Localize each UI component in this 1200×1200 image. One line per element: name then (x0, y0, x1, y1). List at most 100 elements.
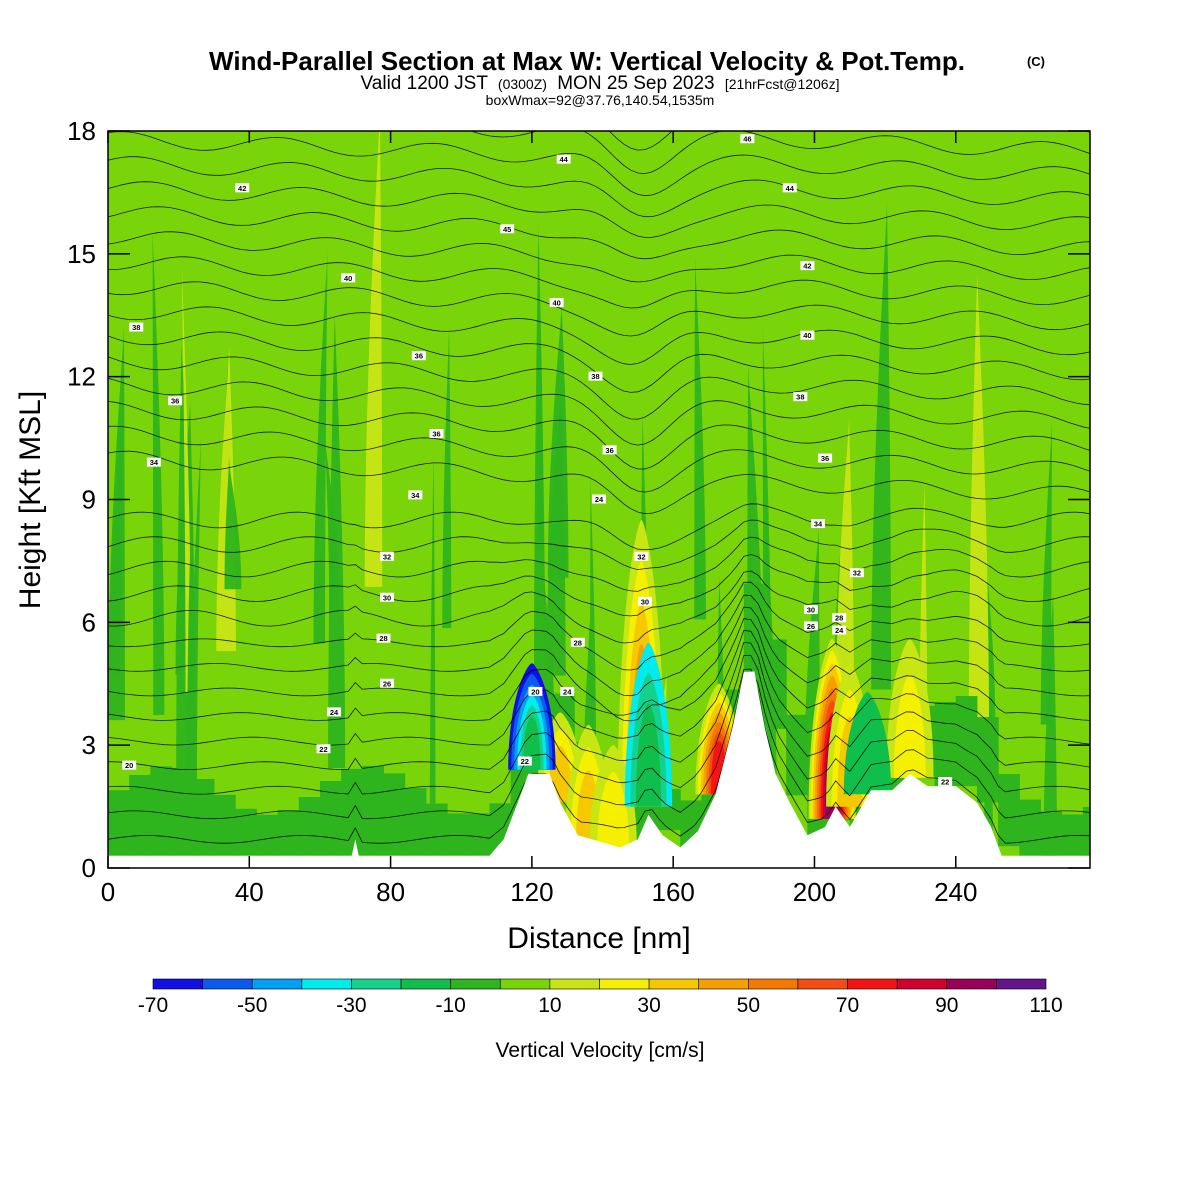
svg-text:28: 28 (574, 638, 582, 647)
svg-text:30: 30 (641, 597, 649, 606)
isentrope-label: 36 (411, 351, 426, 361)
svg-text:36: 36 (171, 397, 179, 406)
svg-text:22: 22 (319, 745, 327, 754)
colorbar-swatch (202, 978, 253, 990)
isentrope-line (108, 671, 1090, 844)
isentrope-label: 30 (380, 592, 395, 602)
isentrope-label: 40 (800, 330, 815, 340)
x-tick-label: 40 (235, 877, 264, 907)
y-tick-label: 12 (67, 362, 96, 392)
colorbar-swatch (748, 978, 799, 990)
isentrope-label: 38 (793, 392, 808, 402)
colorbar-swatch (847, 978, 898, 990)
svg-text:42: 42 (238, 184, 246, 193)
isentrope-label: 28 (570, 637, 585, 647)
isentrope-line (108, 655, 1090, 795)
y-tick-label: 18 (67, 116, 96, 146)
isentrope-label: 36 (602, 445, 617, 455)
isentrope-label: 22 (938, 777, 953, 787)
low-level-band (934, 701, 957, 787)
forecast-info: [21hrFcst@1206z] (725, 76, 840, 92)
colorbar-swatch (251, 978, 303, 990)
downdraft-contour (523, 716, 541, 770)
svg-text:26: 26 (807, 622, 815, 631)
isentrope-line (108, 581, 1090, 671)
svg-text:36: 36 (415, 352, 423, 361)
svg-text:28: 28 (379, 634, 387, 643)
colorbar-tick-label: 30 (637, 994, 660, 1017)
svg-text:24: 24 (835, 626, 844, 635)
isentrope-label: 30 (803, 605, 818, 615)
isentrope-label: 26 (380, 678, 395, 688)
low-level-band (1082, 806, 1090, 856)
low-level-band (362, 765, 385, 856)
low-level-band (425, 803, 448, 856)
box-wmax-info: boxWmax=92@37.76,140.54,1535m (486, 92, 715, 108)
low-level-band (765, 639, 787, 729)
isentrope-label: 20 (122, 760, 137, 770)
colorbar-swatch (152, 978, 203, 990)
velocity-streak (181, 263, 192, 693)
y-tick-label: 0 (82, 853, 96, 883)
y-tick-label: 6 (82, 607, 96, 637)
low-level-band (277, 810, 300, 856)
svg-text:34: 34 (150, 458, 159, 467)
isentrope-line (108, 231, 1090, 283)
svg-text:24: 24 (330, 708, 339, 717)
low-level-band (468, 813, 490, 856)
isentrope-label: 40 (549, 297, 564, 307)
colorbar-swatch (351, 978, 402, 990)
isentrope-line (108, 618, 1090, 721)
isentrope-line (108, 131, 1090, 197)
x-tick-label: 80 (376, 877, 405, 907)
colorbar-tick-label: -10 (435, 994, 465, 1017)
isentrope-line (108, 356, 1090, 420)
colorbar-tick-label: 50 (737, 994, 760, 1017)
downdraft-contour (843, 691, 892, 795)
low-level-band (256, 814, 279, 856)
low-level-band (786, 714, 808, 796)
copyright-mark: (C) (1027, 54, 1045, 69)
low-level-band (447, 813, 469, 856)
svg-text:34: 34 (814, 520, 823, 529)
svg-text:22: 22 (941, 778, 949, 787)
svg-text:44: 44 (786, 184, 795, 193)
low-level-band (108, 790, 130, 856)
isentrope-line (108, 256, 1090, 309)
potential-temperature-labels: 20 22 24 26 28 30 32 34 34 36 36 36 38 40 40 42 44 44 42 40… (122, 134, 953, 787)
isentrope-label: 40 (341, 273, 356, 283)
velocity-streak (364, 131, 383, 587)
colorbar-swatch (450, 978, 501, 990)
low-level-band (383, 773, 406, 856)
y-tick-label: 9 (82, 485, 96, 515)
velocity-streak (547, 301, 569, 578)
updraft-contour (597, 771, 630, 848)
isentrope-label: 28 (376, 633, 391, 643)
svg-text:45: 45 (503, 225, 511, 234)
isentrope-label: 32 (849, 568, 864, 578)
isentrope-label: 30 (637, 596, 652, 606)
isentrope-label: 28 (832, 613, 847, 623)
plot-area: 20 22 24 26 28 30 32 34 34 36 36 36 38 40 40 42 44 44 42 40… (108, 131, 1090, 868)
colorbar-tick-label: -70 (138, 994, 168, 1017)
velocity-streak (152, 227, 165, 716)
isentrope-label: 34 (408, 490, 423, 500)
colorbar-tick-label: 110 (1029, 994, 1062, 1017)
isentrope-line (108, 281, 1090, 337)
isentrope-label: 44 (782, 183, 797, 193)
x-tick-label: 160 (651, 877, 694, 907)
colorbar-swatch (946, 978, 997, 990)
colorbar-tick-label: -50 (237, 994, 267, 1017)
x-axis-ticks: 0 40 80 120 160 200 240 (101, 131, 977, 907)
isentrope-line (108, 425, 1090, 493)
isentrope-line (108, 554, 1090, 617)
velocity-streak (537, 222, 544, 550)
low-level-band (298, 797, 321, 856)
low-level-band (976, 717, 999, 803)
isentrope-label: 20 (528, 686, 543, 696)
svg-text:42: 42 (803, 262, 811, 271)
svg-text:24: 24 (595, 495, 604, 504)
svg-text:46: 46 (743, 135, 751, 144)
svg-text:30: 30 (383, 593, 391, 602)
isentrope-label: 24 (327, 707, 342, 717)
